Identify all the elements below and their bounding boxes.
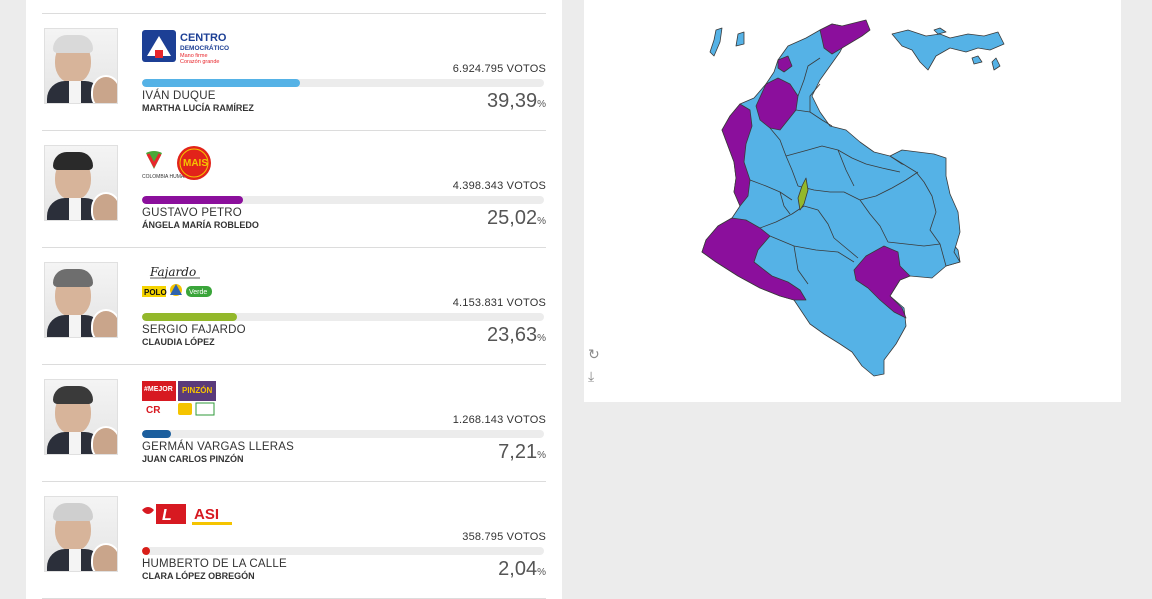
candidate-name: SERGIO FAJARDO [142, 324, 246, 336]
vote-count: 1.268.143 VOTOS [452, 414, 546, 426]
map-region-bogota [797, 177, 809, 211]
candidate-row-de-la-calle: L ASI 358.795 VOTOS HUMBERTO DE LA CALLE… [42, 481, 546, 599]
candidate-row-fajardo: Fajardo POLO Verde 4.153.831 VOTOS SERGI… [42, 247, 546, 364]
map-region-east [889, 149, 961, 267]
candidate-name: GUSTAVO PETRO [142, 207, 242, 219]
svg-text:DEMOCRÁTICO: DEMOCRÁTICO [180, 43, 229, 52]
svg-text:L: L [162, 507, 172, 524]
svg-text:Verde: Verde [189, 289, 207, 296]
party-logo-centro-democratico: CENTRO DEMOCRÁTICO Mano firme Corazón gr… [142, 28, 242, 68]
svg-text:#MEJOR: #MEJOR [144, 386, 173, 393]
party-logo-colombia-humana: COLOMBIA HUMANA MAIS [142, 145, 242, 185]
running-mate-name: CLARA LÓPEZ OBREGÓN [142, 571, 255, 581]
map-region-providencia [735, 31, 745, 47]
candidate-photo [44, 145, 118, 221]
svg-text:CR: CR [146, 405, 161, 416]
candidate-row-duque: CENTRO DEMOCRÁTICO Mano firme Corazón gr… [42, 13, 546, 130]
candidate-photo [44, 262, 118, 338]
vote-percentage: 39,39% [487, 90, 546, 112]
running-mate-name: JUAN CARLOS PINZÓN [142, 454, 244, 464]
vote-count: 6.924.795 VOTOS [452, 63, 546, 75]
map-region-narino [701, 217, 807, 301]
map-region-choco [721, 103, 753, 207]
svg-text:Fajardo: Fajardo [149, 265, 196, 279]
svg-text:PINZÓN: PINZÓN [182, 386, 212, 395]
vote-count: 4.153.831 VOTOS [452, 297, 546, 309]
vote-bar [142, 313, 544, 321]
vote-percentage: 25,02% [487, 207, 546, 229]
vote-percentage: 2,04% [498, 558, 546, 580]
map-region-inset-island-3 [971, 55, 983, 65]
vote-bar-fill [142, 79, 301, 87]
results-panel: CENTRO DEMOCRÁTICO Mano firme Corazón gr… [26, 0, 562, 599]
vote-bar [142, 196, 544, 204]
candidate-row-petro: COLOMBIA HUMANA MAIS 4.398.343 VOTOS GUS… [42, 130, 546, 247]
vote-percentage: 23,63% [487, 324, 546, 346]
map-region-sucre [755, 77, 799, 131]
vote-bar [142, 430, 544, 438]
map-region-vaupes [853, 245, 911, 319]
running-mate-name: CLAUDIA LÓPEZ [142, 337, 215, 347]
candidate-row-vargas-lleras: #MEJOR PINZÓN CR 1.268.143 VOTOS GERMÁN … [42, 364, 546, 481]
candidate-name: IVÁN DUQUE [142, 90, 216, 102]
vote-bar-fill [142, 313, 237, 321]
running-mate-name: ÁNGELA MARÍA ROBLEDO [142, 220, 259, 230]
map-region-inset-island-2 [991, 57, 1001, 71]
candidate-photo [44, 28, 118, 104]
svg-text:MAIS: MAIS [183, 158, 208, 169]
svg-text:COLOMBIA HUMANA: COLOMBIA HUMANA [142, 174, 192, 180]
download-icon[interactable]: ⤓ [588, 368, 595, 384]
results-map-panel: ↻ ⤓ [584, 0, 1121, 402]
vote-percentage: 7,21% [498, 441, 546, 463]
svg-text:ASI: ASI [194, 506, 219, 523]
map-region-san-andres [709, 27, 723, 57]
vote-bar [142, 547, 544, 555]
vote-bar-fill [142, 547, 151, 555]
vote-count: 358.795 VOTOS [462, 531, 546, 543]
party-logo-liberal-asi: L ASI [142, 496, 242, 536]
candidate-photo [44, 379, 118, 455]
logo-text: CENTRO [180, 32, 227, 44]
map-region-atlantico [777, 55, 793, 73]
vote-bar [142, 79, 544, 87]
candidate-name: GERMÁN VARGAS LLERAS [142, 441, 295, 453]
colombia-results-map[interactable] [584, 0, 1121, 402]
party-logo-compromiso-ciudadano: Fajardo POLO Verde [142, 262, 242, 302]
candidate-photo [44, 496, 118, 572]
candidate-name: HUMBERTO DE LA CALLE [142, 558, 287, 570]
vote-bar-fill [142, 430, 171, 438]
svg-text:POLO: POLO [144, 288, 167, 297]
map-region-guajira [819, 19, 871, 55]
running-mate-name: MARTHA LUCÍA RAMÍREZ [142, 103, 254, 113]
map-region-inset [891, 29, 1005, 71]
vote-bar-fill [142, 196, 243, 204]
refresh-icon[interactable]: ↻ [588, 346, 600, 362]
map-region-inset-island [933, 27, 947, 35]
vote-count: 4.398.343 VOTOS [452, 180, 546, 192]
party-logo-mejor-vargas-lleras: #MEJOR PINZÓN CR [142, 379, 242, 419]
svg-text:Corazón grande: Corazón grande [180, 59, 219, 65]
svg-text:Mano firme: Mano firme [180, 53, 208, 59]
